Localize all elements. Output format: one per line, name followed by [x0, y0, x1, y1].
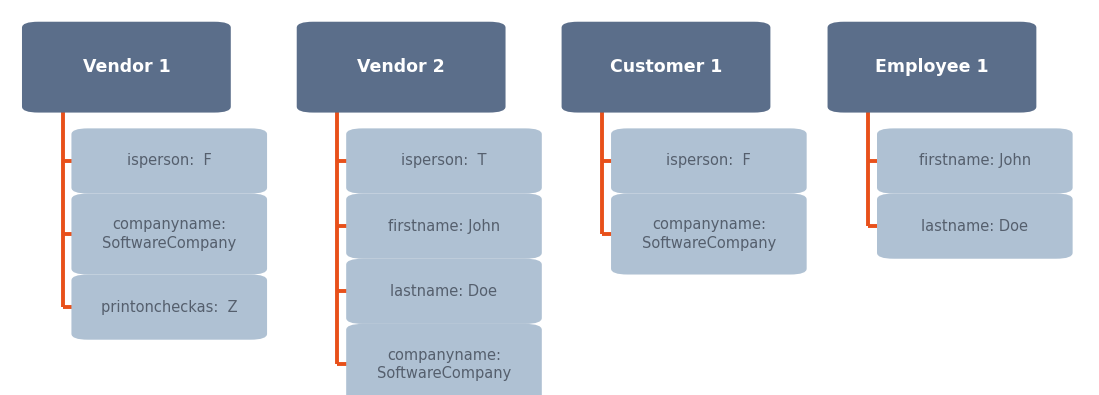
Text: lastname: Doe: lastname: Doe	[390, 284, 498, 299]
Text: Vendor 2: Vendor 2	[357, 58, 445, 76]
Text: isperson:  F: isperson: F	[126, 154, 212, 168]
FancyBboxPatch shape	[346, 324, 542, 395]
FancyBboxPatch shape	[611, 128, 807, 194]
Text: Vendor 1: Vendor 1	[82, 58, 170, 76]
Text: Customer 1: Customer 1	[610, 58, 722, 76]
FancyBboxPatch shape	[828, 22, 1036, 113]
Text: companyname:
SoftwareCompany: companyname: SoftwareCompany	[102, 217, 236, 251]
Text: isperson:  F: isperson: F	[666, 154, 752, 168]
FancyBboxPatch shape	[71, 128, 267, 194]
Text: Employee 1: Employee 1	[875, 58, 989, 76]
FancyBboxPatch shape	[562, 22, 770, 113]
FancyBboxPatch shape	[22, 22, 231, 113]
FancyBboxPatch shape	[71, 275, 267, 340]
FancyBboxPatch shape	[346, 128, 542, 194]
Text: printoncheckas:  Z: printoncheckas: Z	[101, 300, 237, 314]
FancyBboxPatch shape	[346, 194, 542, 259]
Text: lastname: Doe: lastname: Doe	[921, 219, 1029, 233]
Text: companyname:
SoftwareCompany: companyname: SoftwareCompany	[377, 348, 511, 381]
FancyBboxPatch shape	[611, 194, 807, 275]
Text: isperson:  T: isperson: T	[401, 154, 487, 168]
FancyBboxPatch shape	[71, 194, 267, 275]
FancyBboxPatch shape	[877, 128, 1073, 194]
FancyBboxPatch shape	[297, 22, 506, 113]
FancyBboxPatch shape	[877, 194, 1073, 259]
FancyBboxPatch shape	[346, 259, 542, 324]
Text: firstname: John: firstname: John	[388, 219, 500, 233]
Text: firstname: John: firstname: John	[919, 154, 1031, 168]
Text: companyname:
SoftwareCompany: companyname: SoftwareCompany	[642, 217, 776, 251]
